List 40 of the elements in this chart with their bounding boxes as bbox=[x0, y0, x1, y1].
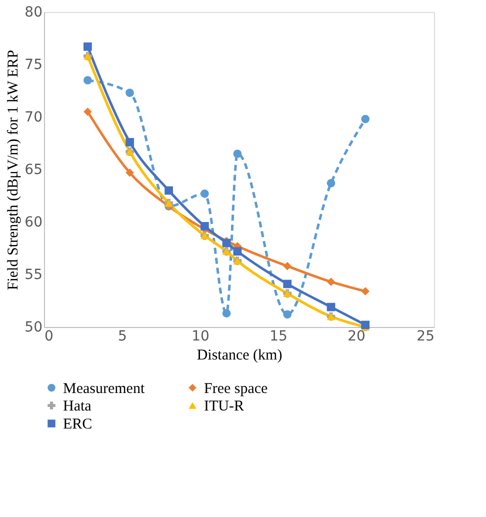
y-axis-title: Field Strength (dBμV/m) for 1 kW ERP bbox=[6, 50, 22, 290]
y-tick-label: 70 bbox=[24, 110, 42, 126]
y-tick-label: 60 bbox=[24, 214, 42, 230]
x-tick-label: 10 bbox=[192, 328, 210, 344]
point bbox=[233, 247, 242, 256]
x-tick-label: 0 bbox=[44, 328, 54, 344]
point bbox=[200, 222, 209, 230]
legend-label: ITU-R bbox=[204, 398, 244, 414]
point bbox=[126, 168, 134, 177]
x-tick-label: 15 bbox=[270, 328, 288, 344]
point bbox=[283, 280, 292, 288]
point bbox=[222, 309, 231, 318]
y-tick-label: 80 bbox=[24, 4, 42, 20]
point bbox=[233, 150, 242, 158]
y-tick-label: 55 bbox=[24, 267, 42, 283]
point bbox=[200, 189, 209, 198]
y-tick-label: 65 bbox=[24, 162, 42, 178]
point bbox=[326, 278, 336, 286]
y-tick-label: 50 bbox=[24, 320, 42, 336]
x-axis-title: Distance (km) bbox=[196, 348, 282, 364]
legend-label: Measurement bbox=[63, 380, 146, 397]
point bbox=[83, 42, 92, 51]
legend-label: Free space bbox=[204, 380, 268, 397]
point bbox=[126, 138, 134, 146]
point bbox=[83, 108, 92, 116]
point bbox=[164, 186, 173, 195]
y-tick-label: 75 bbox=[24, 57, 42, 73]
point bbox=[283, 262, 292, 270]
point bbox=[83, 76, 92, 84]
point bbox=[361, 287, 370, 296]
point bbox=[283, 310, 292, 319]
legend-label: ERC bbox=[63, 416, 92, 432]
point bbox=[126, 88, 134, 98]
point bbox=[326, 302, 336, 312]
point bbox=[326, 178, 336, 188]
x-tick-label: 20 bbox=[348, 328, 366, 344]
x-tick-label: 25 bbox=[416, 328, 434, 344]
x-tick-label: 5 bbox=[118, 328, 127, 344]
legend-label: Hata bbox=[63, 398, 92, 414]
point bbox=[361, 114, 370, 124]
